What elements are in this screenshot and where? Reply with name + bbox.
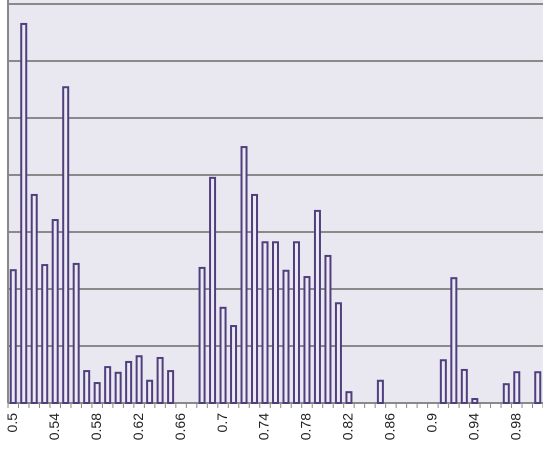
- bar: [9, 269, 17, 404]
- bar: [345, 391, 353, 405]
- bar: [230, 325, 238, 404]
- x-tick-label: 0.66: [172, 413, 188, 440]
- bar: [198, 266, 206, 404]
- bar: [272, 241, 279, 404]
- bar: [534, 371, 542, 405]
- bar: [20, 22, 28, 404]
- bar: [83, 370, 91, 404]
- bar: [292, 241, 300, 404]
- x-tick-label: 0.98: [507, 413, 523, 440]
- bar: [93, 382, 101, 404]
- bar: [72, 262, 80, 405]
- bar: [334, 302, 342, 404]
- x-tick-label: 0.9: [424, 413, 440, 433]
- x-tick-label: 0.58: [88, 413, 104, 440]
- x-tick-label: 0.54: [46, 413, 62, 440]
- bar: [104, 366, 112, 404]
- bar: [41, 264, 49, 404]
- x-tick-label: 0.86: [382, 413, 398, 440]
- bar: [114, 371, 122, 405]
- x-tick-label: 0.74: [256, 413, 272, 440]
- bar: [324, 254, 332, 404]
- bar: [376, 379, 384, 404]
- bar: [167, 370, 175, 404]
- x-tick-label: 0.7: [214, 413, 230, 433]
- bar: [450, 277, 458, 405]
- bar: [313, 209, 321, 404]
- bar: [303, 276, 311, 404]
- bar: [219, 306, 227, 404]
- bar: [30, 193, 38, 404]
- bar: [125, 360, 133, 404]
- x-tick-label: 0.94: [466, 413, 482, 440]
- bar: [251, 193, 259, 404]
- bar: [240, 146, 248, 404]
- bar: [513, 371, 521, 405]
- bar: [261, 241, 269, 404]
- bar: [209, 176, 217, 404]
- bar: [156, 356, 164, 404]
- x-tick-label: 0.78: [298, 413, 314, 440]
- bar: [146, 379, 154, 404]
- bar: [439, 359, 447, 404]
- bar: [62, 86, 70, 404]
- bar: [460, 368, 468, 405]
- x-tick-label: 0.5: [4, 413, 20, 433]
- bar: [502, 383, 510, 405]
- bar: [282, 269, 290, 405]
- bar: [471, 398, 479, 405]
- x-tick-label: 0.82: [340, 413, 356, 440]
- x-tick-label: 0.62: [130, 413, 146, 440]
- bar: [135, 355, 143, 405]
- bar: [51, 219, 59, 404]
